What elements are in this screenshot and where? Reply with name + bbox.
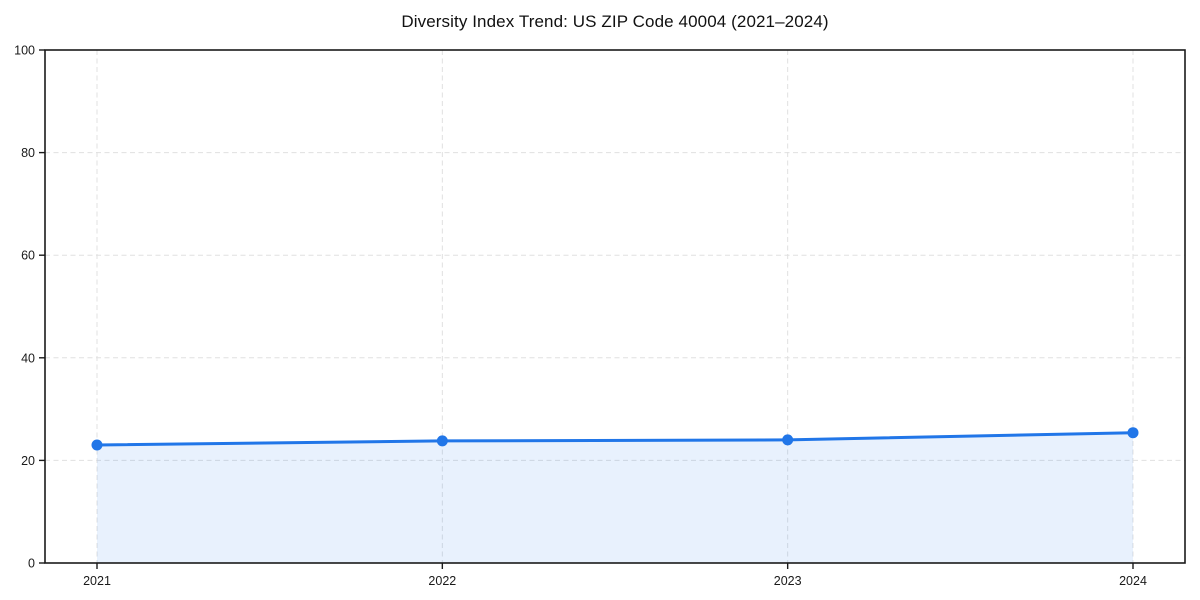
data-point-marker [91,439,103,451]
x-tick-label: 2023 [774,574,802,588]
y-tick-label: 0 [28,557,35,571]
x-tick-label: 2024 [1119,574,1147,588]
y-tick-label: 40 [21,351,35,365]
y-tick-label: 20 [21,454,35,468]
x-tick-label: 2022 [428,574,456,588]
y-tick-label: 100 [14,44,35,58]
y-tick-label: 60 [21,249,35,263]
data-point-marker [782,434,794,446]
y-tick-label: 80 [21,146,35,160]
area-fill [97,432,1133,563]
data-point-marker [1127,427,1139,439]
chart-title: Diversity Index Trend: US ZIP Code 40004… [401,12,829,31]
data-point-marker [436,435,448,447]
x-tick-label: 2021 [83,574,111,588]
data-line [95,431,1135,447]
plot-border [44,49,1186,564]
